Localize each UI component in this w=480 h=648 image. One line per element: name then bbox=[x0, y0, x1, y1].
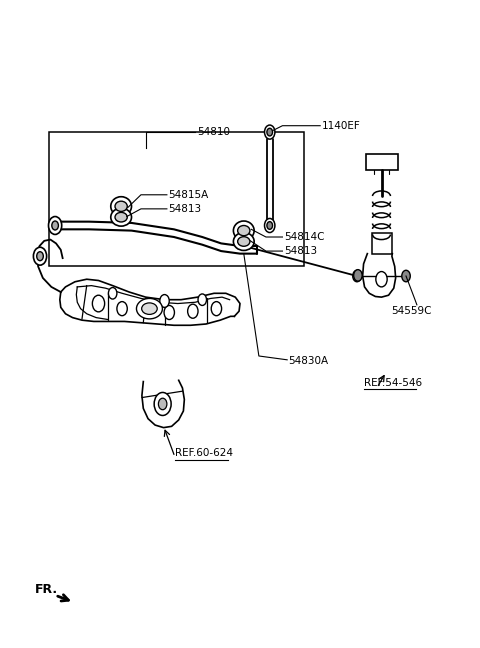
Circle shape bbox=[141, 304, 151, 318]
Text: 54813: 54813 bbox=[168, 204, 202, 214]
Ellipse shape bbox=[115, 201, 127, 211]
Text: REF.54-546: REF.54-546 bbox=[363, 378, 422, 388]
Ellipse shape bbox=[142, 303, 157, 314]
Circle shape bbox=[402, 270, 410, 282]
Text: REF.60-624: REF.60-624 bbox=[175, 448, 233, 458]
Circle shape bbox=[117, 301, 127, 316]
Ellipse shape bbox=[233, 221, 254, 240]
Text: 54830A: 54830A bbox=[288, 356, 329, 366]
Ellipse shape bbox=[233, 233, 254, 250]
Circle shape bbox=[264, 218, 275, 233]
Circle shape bbox=[188, 304, 198, 318]
Ellipse shape bbox=[111, 197, 132, 216]
Circle shape bbox=[158, 399, 167, 410]
Bar bbox=[372, 233, 392, 253]
Ellipse shape bbox=[238, 237, 250, 246]
Circle shape bbox=[267, 222, 273, 229]
Circle shape bbox=[211, 301, 222, 316]
Circle shape bbox=[264, 125, 275, 139]
Circle shape bbox=[36, 251, 43, 260]
Circle shape bbox=[198, 294, 206, 305]
Text: 54559C: 54559C bbox=[391, 307, 432, 316]
Circle shape bbox=[267, 128, 273, 136]
Circle shape bbox=[354, 270, 362, 281]
Text: 1140EF: 1140EF bbox=[322, 121, 360, 131]
Circle shape bbox=[376, 272, 387, 287]
Circle shape bbox=[160, 295, 169, 307]
Circle shape bbox=[34, 248, 47, 265]
Circle shape bbox=[92, 295, 105, 312]
Circle shape bbox=[353, 270, 361, 282]
Circle shape bbox=[48, 216, 62, 235]
Text: 54815A: 54815A bbox=[168, 190, 208, 200]
Circle shape bbox=[164, 305, 174, 319]
Text: 54810: 54810 bbox=[198, 127, 230, 137]
Text: FR.: FR. bbox=[35, 583, 58, 596]
Text: 54814C: 54814C bbox=[284, 232, 324, 242]
Ellipse shape bbox=[238, 226, 250, 236]
Bar bbox=[366, 154, 398, 170]
Ellipse shape bbox=[115, 213, 127, 222]
Ellipse shape bbox=[136, 299, 162, 319]
Circle shape bbox=[52, 221, 59, 230]
Text: 54813: 54813 bbox=[284, 246, 317, 256]
Circle shape bbox=[154, 393, 171, 415]
Bar bbox=[49, 132, 304, 266]
Ellipse shape bbox=[111, 208, 132, 226]
Circle shape bbox=[108, 288, 117, 299]
